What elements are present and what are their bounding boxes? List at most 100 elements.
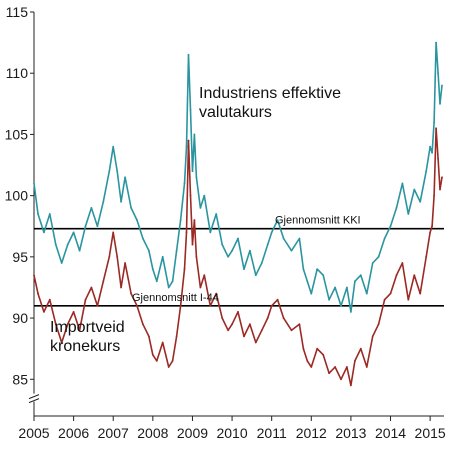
i44-point	[43, 311, 45, 313]
x-tick-label: 2007	[98, 425, 129, 441]
kki-point	[437, 72, 439, 75]
kki-point	[175, 249, 178, 252]
kki-point	[183, 182, 186, 185]
i44-point	[66, 323, 69, 326]
i44-point	[37, 292, 39, 295]
kki-point	[340, 304, 342, 307]
i44-point	[389, 292, 392, 295]
kki-point	[116, 170, 119, 173]
kki-point	[383, 237, 386, 240]
kki-point	[282, 237, 285, 240]
x-tick-label: 2009	[177, 425, 208, 441]
i44-average-label: Gjennomsnitt I-44	[132, 292, 219, 304]
i44-point	[179, 304, 182, 307]
i44-point	[191, 243, 194, 246]
kki-point	[419, 200, 422, 203]
i44-point	[395, 274, 398, 277]
i44-point	[167, 366, 170, 368]
i44-point	[72, 311, 75, 313]
kki-point	[33, 182, 35, 185]
kki-point	[346, 286, 348, 289]
y-tick-label: 100	[5, 188, 29, 204]
kki-point	[389, 225, 392, 228]
i44-point	[407, 298, 410, 301]
i44-point	[334, 366, 336, 368]
i44-point	[203, 274, 206, 277]
i44-point	[60, 341, 63, 344]
i44-point	[359, 347, 362, 350]
kki-point	[66, 243, 69, 246]
i44-point	[185, 231, 188, 234]
i44-point	[237, 311, 239, 313]
kki-point	[310, 292, 313, 295]
kki-point	[193, 133, 196, 136]
kki-point	[72, 231, 75, 234]
i44-point	[175, 335, 178, 338]
y-tick-label: 105	[5, 126, 29, 142]
i44-point	[371, 335, 374, 338]
i44-point	[243, 335, 245, 338]
kki-point	[195, 176, 198, 179]
x-tick-label: 2010	[216, 425, 247, 441]
i44-line	[33, 127, 443, 387]
axis-break-stroke	[28, 398, 40, 404]
kki-point	[441, 84, 443, 87]
kki-point	[227, 255, 230, 258]
kki-point	[401, 182, 404, 185]
kki-point	[413, 188, 416, 191]
kki-point	[350, 311, 352, 313]
x-tick-label: 2014	[375, 425, 406, 441]
kki-point	[215, 213, 218, 215]
x-tick-label: 2012	[296, 425, 327, 441]
i44-point	[310, 366, 313, 368]
i44-point	[383, 298, 386, 301]
i44-point	[429, 231, 431, 234]
kki-point	[276, 219, 279, 222]
kki-point	[231, 249, 234, 252]
kki-point	[316, 268, 319, 270]
i44-point	[48, 298, 51, 301]
i44-point	[171, 360, 174, 362]
i44-series-label: Importveid kronekurs	[50, 319, 125, 355]
i44-point	[260, 329, 263, 332]
x-tick-label: 2011	[257, 425, 287, 441]
kki-point	[407, 213, 410, 215]
i44-point	[377, 323, 380, 326]
i44-point	[441, 176, 443, 179]
kki-point	[54, 243, 57, 246]
i44-point	[354, 360, 356, 362]
kki-point	[130, 207, 133, 209]
i44-point	[298, 323, 301, 326]
kki-point	[171, 280, 174, 283]
i44-point	[276, 298, 279, 301]
i44-point	[215, 292, 218, 295]
kki-point	[209, 231, 212, 234]
kki-point	[270, 231, 273, 234]
kki-point	[365, 292, 368, 295]
kki-point	[90, 207, 93, 209]
x-tick-label: 2008	[137, 425, 168, 441]
i44-point	[401, 262, 404, 264]
kki-point	[249, 249, 251, 252]
kki-point	[302, 268, 305, 270]
i44-point	[270, 304, 273, 307]
i44-point	[148, 335, 150, 338]
i44-point	[302, 347, 305, 350]
kki-point	[306, 280, 309, 283]
i44-point	[161, 341, 164, 344]
i44-point	[433, 194, 435, 197]
i44-point	[431, 225, 433, 228]
i44-point	[120, 286, 122, 289]
kki-point	[112, 145, 115, 148]
i44-point	[151, 353, 154, 356]
series-group	[33, 41, 443, 387]
kki-point	[377, 255, 380, 258]
i44-point	[142, 323, 144, 326]
axes: 85 90 95 100 105 110 115 2005 2006 2007 2008 2009 20…	[5, 4, 446, 441]
i44-point	[130, 292, 133, 295]
i44-point	[102, 280, 105, 283]
kki-point	[439, 102, 441, 105]
y-tick-label: 90	[12, 310, 28, 326]
kki-point	[60, 262, 63, 264]
kki-point	[136, 219, 138, 222]
